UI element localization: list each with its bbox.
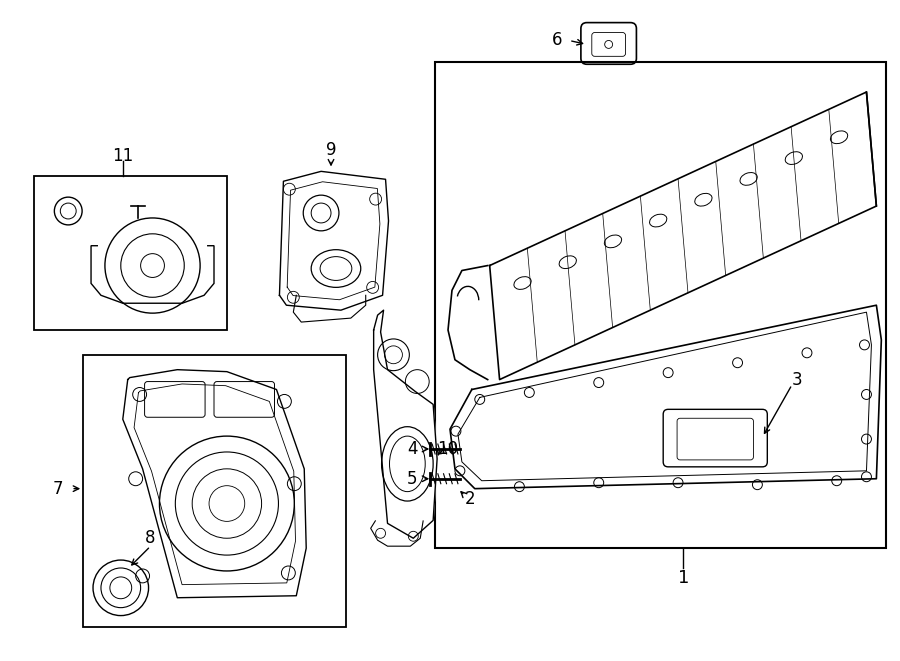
Polygon shape [490, 92, 877, 379]
Bar [33, 176, 227, 330]
Polygon shape [450, 305, 881, 488]
Text: 3: 3 [792, 371, 803, 389]
Text: 11: 11 [112, 147, 133, 165]
Text: 2: 2 [464, 490, 475, 508]
Text: 5: 5 [407, 470, 418, 488]
Text: 4: 4 [407, 440, 418, 458]
Bar [83, 355, 346, 627]
Text: 6: 6 [552, 32, 562, 50]
Polygon shape [122, 369, 306, 598]
Text: 9: 9 [326, 141, 337, 159]
Polygon shape [374, 310, 437, 538]
Text: 7: 7 [53, 480, 64, 498]
Text: 10: 10 [437, 440, 459, 458]
Bar [435, 62, 886, 548]
Text: 8: 8 [145, 529, 156, 547]
Text: 1: 1 [678, 569, 689, 587]
Polygon shape [279, 171, 389, 310]
